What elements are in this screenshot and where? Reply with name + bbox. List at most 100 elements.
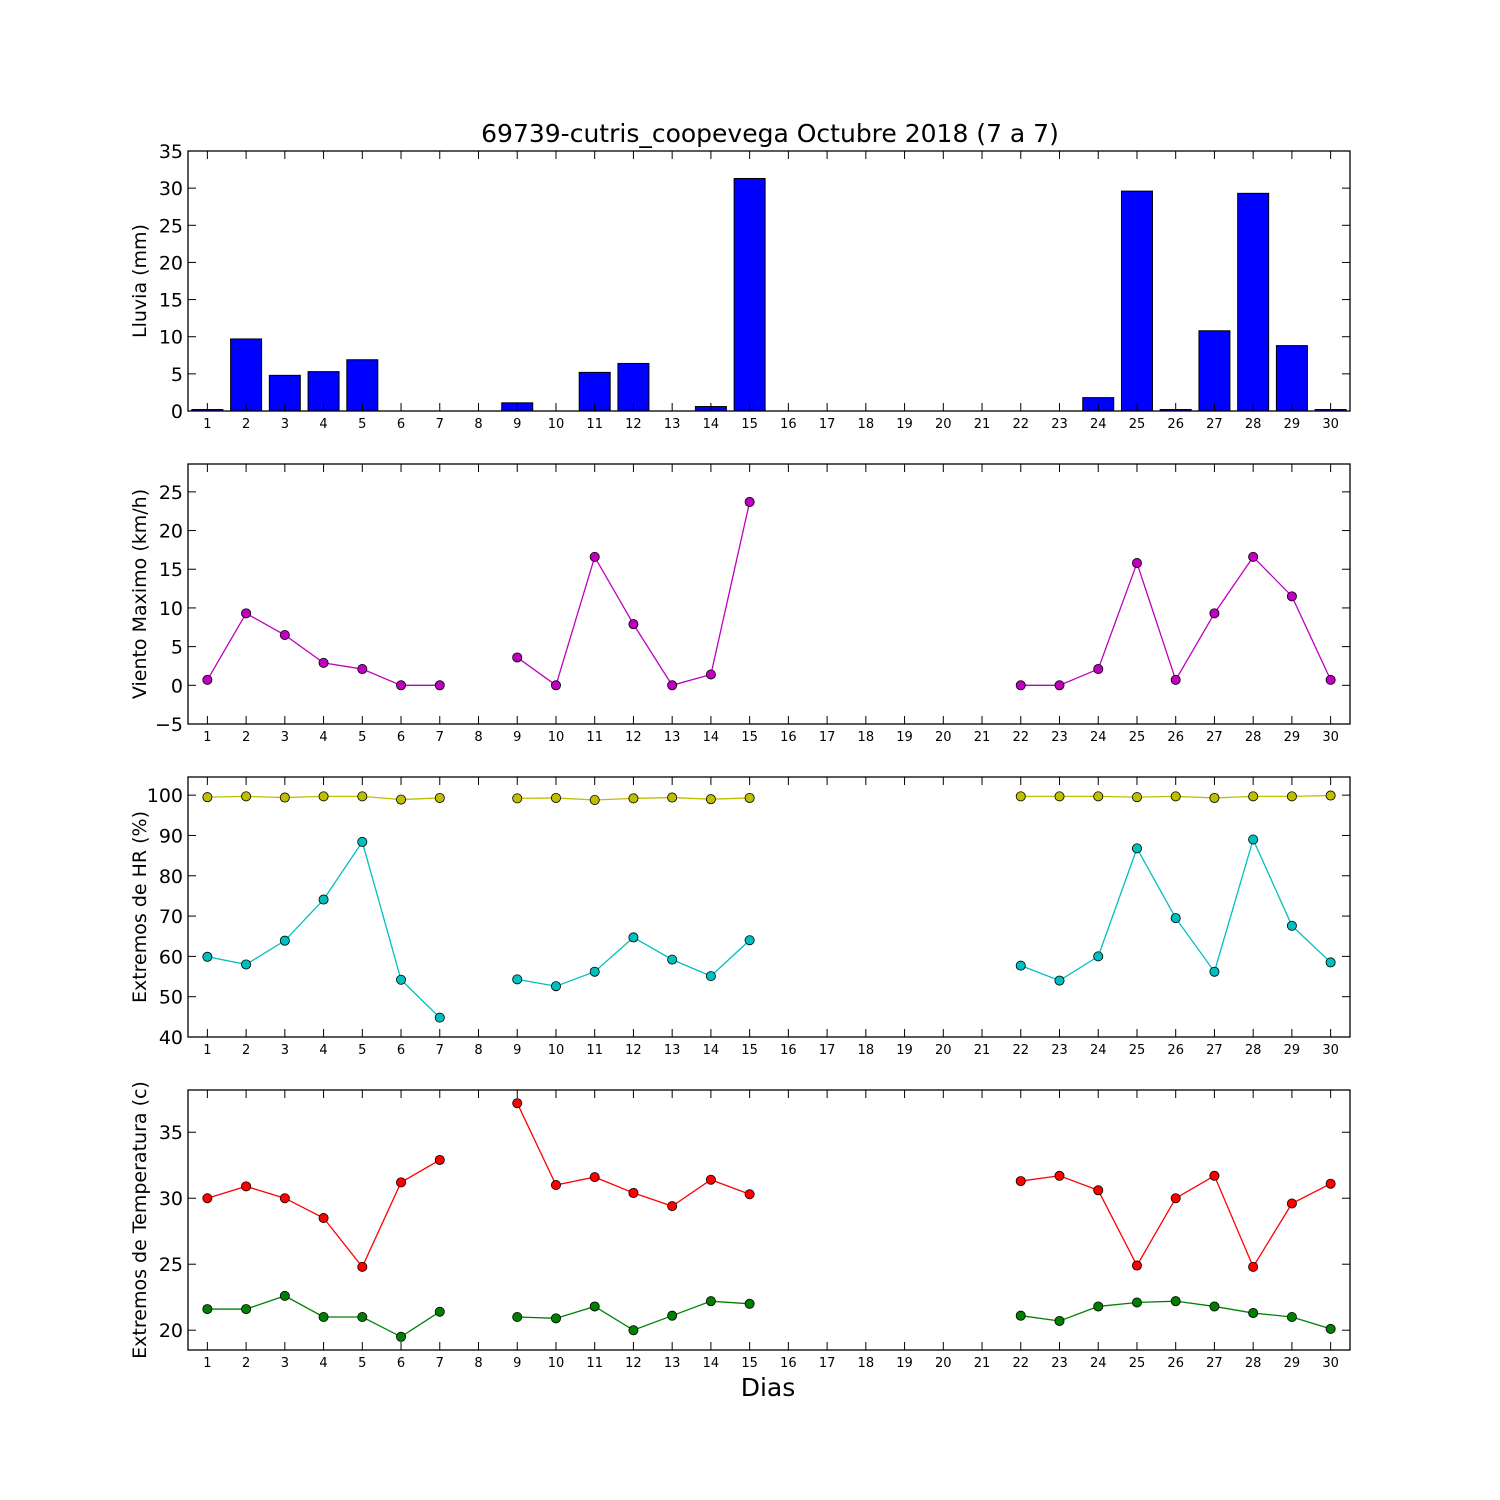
x-tick-label: 28	[1245, 417, 1262, 432]
series-2-point-day-9	[512, 974, 523, 985]
series-2-point-day-10	[550, 981, 561, 992]
series-2-point-day-26	[1170, 913, 1181, 924]
series-1-point-day-14	[705, 1174, 716, 1185]
x-tick-label: 2	[242, 1356, 250, 1371]
series-1-point-day-1	[202, 674, 213, 685]
x-tick-label: 6	[397, 1356, 405, 1371]
series-1-point-day-25	[1131, 558, 1142, 569]
x-tick-label: 24	[1090, 417, 1107, 432]
series-1-point-day-23	[1054, 791, 1065, 802]
x-tick-label: 29	[1284, 730, 1301, 745]
x-tick-label: 19	[896, 1356, 913, 1371]
x-tick-label: 20	[935, 417, 952, 432]
chart-title: 69739-cutris_coopevega Octubre 2018 (7 a…	[481, 119, 1059, 148]
series-1-point-day-30	[1325, 790, 1336, 801]
series-1-point-day-3	[279, 792, 290, 803]
y-tick-label: 40	[159, 1027, 183, 1049]
series-2-point-day-4	[318, 894, 329, 905]
series-2-point-day-29	[1286, 1312, 1297, 1323]
series-1-point-day-15	[744, 1189, 755, 1200]
x-tick-label: 17	[819, 1356, 836, 1371]
x-tick-label: 11	[586, 730, 603, 745]
series-2-point-day-4	[318, 1312, 329, 1323]
y-axis-label: Lluvia (mm)	[129, 224, 151, 338]
series-2-point-day-22	[1015, 960, 1026, 971]
series-1-point-day-12	[628, 1187, 639, 1198]
x-tick-label: 5	[358, 1043, 366, 1058]
x-tick-label: 27	[1206, 1356, 1223, 1371]
series-2-point-day-2	[241, 1304, 252, 1315]
x-tick-label: 8	[474, 417, 482, 432]
x-tick-label: 2	[242, 730, 250, 745]
x-tick-label: 26	[1167, 417, 1184, 432]
x-tick-label: 23	[1051, 730, 1068, 745]
x-tick-label: 26	[1167, 1043, 1184, 1058]
series-2-point-day-13	[667, 1310, 678, 1321]
series-1-point-day-1	[202, 1193, 213, 1204]
x-tick-label: 3	[281, 730, 289, 745]
bar-day-2	[230, 338, 263, 411]
x-tick-label: 5	[358, 417, 366, 432]
y-tick-label: 15	[159, 290, 183, 312]
x-tick-label: 7	[436, 417, 444, 432]
series-1-point-day-7	[434, 1154, 445, 1165]
plot-area	[202, 1098, 1336, 1342]
x-tick-label: 19	[896, 730, 913, 745]
series-2-point-day-1	[202, 1304, 213, 1315]
plot-area	[202, 496, 1336, 691]
series-1-point-day-24	[1093, 791, 1104, 802]
y-tick-label: 10	[159, 327, 183, 349]
x-tick-label: 14	[703, 1043, 720, 1058]
series-1-point-day-26	[1170, 791, 1181, 802]
x-tick-label: 3	[281, 1043, 289, 1058]
series-2-point-day-6	[396, 974, 407, 985]
x-tick-label: 16	[780, 1356, 797, 1371]
series-2-point-day-12	[628, 932, 639, 943]
series-1-point-day-5	[357, 791, 368, 802]
series-1-point-day-25	[1131, 1260, 1142, 1271]
x-tick-label: 10	[548, 1043, 565, 1058]
series-1-point-day-6	[396, 1177, 407, 1188]
series-2-point-day-29	[1286, 920, 1297, 931]
x-tick-label: 24	[1090, 730, 1107, 745]
series-1-point-day-26	[1170, 674, 1181, 685]
bar-day-5	[346, 359, 379, 411]
x-tick-label: 20	[935, 1356, 952, 1371]
x-tick-label: 7	[436, 730, 444, 745]
x-tick-label: 19	[896, 1043, 913, 1058]
y-tick-label: 20	[159, 252, 183, 274]
series-1-point-day-14	[705, 669, 716, 680]
series-2-point-day-10	[550, 1313, 561, 1324]
x-tick-label: 25	[1129, 1356, 1146, 1371]
x-tick-label: 5	[358, 730, 366, 745]
series-1-point-day-25	[1131, 792, 1142, 803]
x-tick-label: 21	[974, 417, 991, 432]
series-2-point-day-11	[589, 1301, 600, 1312]
y-tick-label: 5	[171, 637, 183, 659]
x-tick-label: 25	[1129, 730, 1146, 745]
x-tick-label: 20	[935, 730, 952, 745]
x-tick-label: 5	[358, 1356, 366, 1371]
series-1-point-day-6	[396, 680, 407, 691]
x-tick-label: 26	[1167, 730, 1184, 745]
series-1-line	[1020, 1174, 1331, 1269]
bar-day-3	[268, 374, 301, 411]
x-tick-label: 10	[548, 1356, 565, 1371]
x-tick-label: 8	[474, 730, 482, 745]
y-tick-label: 0	[171, 675, 183, 697]
x-tick-label: 6	[397, 730, 405, 745]
x-tick-label: 17	[819, 730, 836, 745]
x-tick-label: 15	[741, 730, 758, 745]
series-2-point-day-5	[357, 836, 368, 847]
series-1-point-day-26	[1170, 1193, 1181, 1204]
x-tick-label: 21	[974, 1043, 991, 1058]
series-1-point-day-12	[628, 619, 639, 630]
series-1-point-day-10	[550, 680, 561, 691]
series-2-point-day-15	[744, 935, 755, 946]
axes-frame	[187, 1089, 1351, 1351]
series-2-point-day-27	[1209, 1301, 1220, 1312]
series-2-point-day-23	[1054, 1315, 1065, 1326]
series-2-point-day-13	[667, 954, 678, 965]
